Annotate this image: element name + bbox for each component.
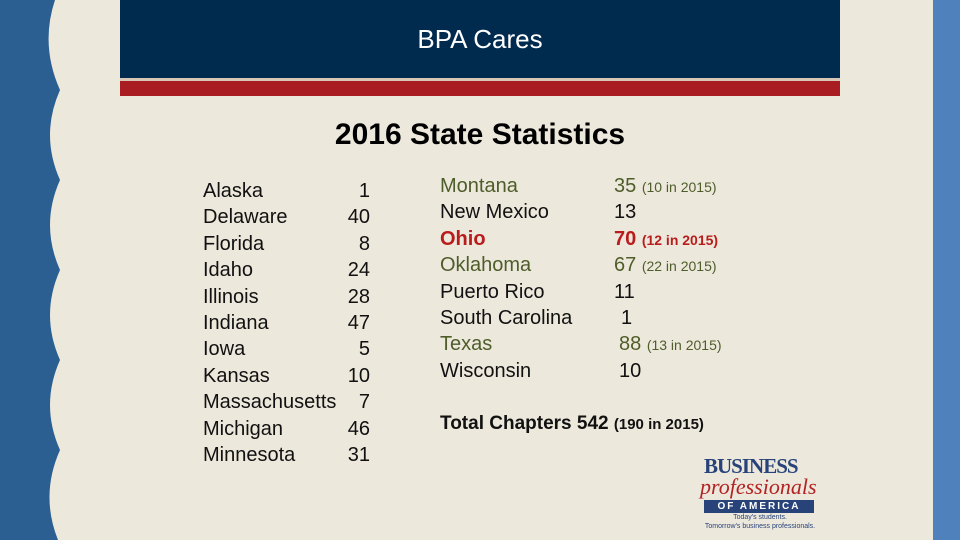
state-count: 40 [347, 206, 370, 229]
prior-year-note: (13 in 2015) [646, 337, 722, 354]
state-count: 47 [347, 311, 370, 334]
state-count: 13 [614, 201, 637, 224]
state-name: Montana [440, 175, 518, 197]
state-count-row: 10 [614, 358, 722, 384]
state-count: 1 [358, 180, 370, 202]
state-count: 8 [358, 232, 370, 255]
state-count: 88 [619, 333, 642, 356]
state-name: Massachusetts [203, 391, 337, 414]
slide-title: 2016 State Statistics [334, 118, 626, 151]
total-prior-note: (190 in 2015) [613, 416, 704, 433]
logo-tagline-1: Today's students. [733, 514, 787, 521]
prior-year-note: (22 in 2015) [641, 258, 717, 275]
state-count: 1 [621, 306, 633, 329]
prior-year-note: (12 in 2015) [641, 231, 719, 248]
state-count: 5 [358, 338, 370, 361]
state-count: 35 [614, 175, 637, 197]
logo-of-america-band: OF AMERICA [704, 500, 814, 513]
state-count-row: 70 (12 in 2015) [614, 226, 722, 252]
state-count: 28 [347, 285, 370, 308]
right-state-names: Montana New Mexico Ohio Oklahoma Puerto … [440, 173, 572, 384]
state-name: Michigan [203, 417, 284, 440]
total-chapters: Total Chapters 542 (190 in 2015) [440, 413, 704, 435]
state-name: Illinois [203, 285, 259, 308]
state-count-row: 35 (10 in 2015) [614, 173, 722, 199]
right-accent-stripe [933, 0, 960, 540]
state-count-row: 13 [614, 199, 722, 225]
state-count: 10 [347, 364, 370, 387]
state-name: South Carolina [440, 306, 573, 329]
logo-professionals-text: professionals [700, 474, 817, 499]
state-name: Texas [440, 333, 493, 356]
left-state-names: Alaska Delaware Florida Idaho Illinois I… [203, 178, 353, 468]
prior-year-note: (10 in 2015) [641, 179, 717, 195]
state-count: 24 [347, 259, 370, 282]
state-count-row: 11 [614, 279, 722, 305]
state-name: Iowa [203, 338, 246, 361]
state-name: Alaska [203, 180, 264, 202]
left-state-counts: 1 40 8 24 28 47 5 10 7 46 31 [330, 178, 370, 468]
state-name: Wisconsin [440, 359, 532, 382]
state-count: 31 [347, 443, 370, 466]
scalloped-left-border [0, 0, 60, 540]
state-count-row: 88 (13 in 2015) [614, 331, 722, 357]
header-divider-line [120, 78, 840, 81]
header-red-band [120, 78, 840, 96]
total-label: Total Chapters 542 [440, 413, 609, 434]
right-state-counts: 35 (10 in 2015) 13 70 (12 in 2015) 67 (2… [614, 173, 722, 384]
bpa-logo: BUSINESS professionals OF AMERICA Today'… [700, 456, 825, 540]
state-name: Delaware [203, 206, 288, 229]
header-bar: BPA Cares [120, 0, 840, 80]
state-count: 11 [614, 280, 635, 303]
state-name: Indiana [203, 311, 269, 334]
state-name: Ohio [440, 227, 486, 250]
state-count: 70 [614, 227, 637, 250]
state-count-row: 67 (22 in 2015) [614, 252, 722, 278]
state-count: 46 [347, 417, 370, 440]
state-name: Florida [203, 232, 265, 255]
state-count-row: 1 [614, 305, 722, 331]
state-count: 7 [358, 391, 370, 414]
state-name: Puerto Rico [440, 280, 545, 303]
state-name: Kansas [203, 364, 270, 387]
state-count: 10 [619, 359, 642, 382]
logo-business-text: BUSINESS [704, 454, 799, 478]
state-name: New Mexico [440, 201, 549, 224]
header-title: BPA Cares [417, 24, 543, 54]
state-name: Oklahoma [440, 254, 532, 277]
logo-tagline-2: Tomorrow's business professionals. [704, 523, 816, 530]
state-name: Idaho [203, 259, 254, 282]
state-count: 67 [614, 254, 637, 277]
state-name: Minnesota [203, 443, 296, 466]
